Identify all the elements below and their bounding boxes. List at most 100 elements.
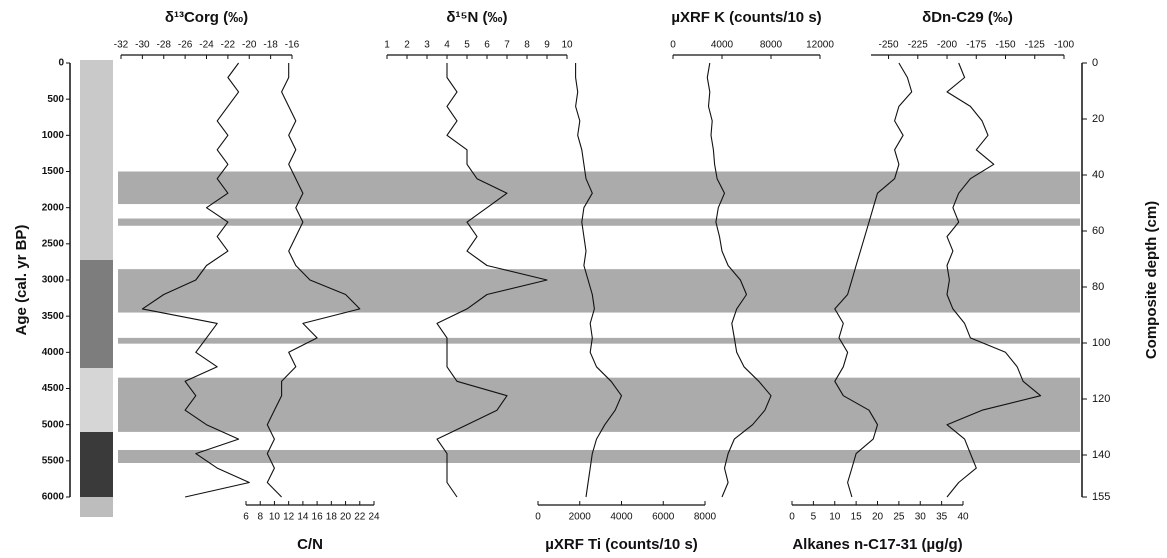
x-tick-label: -225: [908, 40, 928, 51]
x-tick-label: 12000: [806, 40, 834, 51]
x-tick-label: 5: [464, 40, 470, 51]
x-tick-label: 8: [257, 512, 263, 523]
series-line: [575, 63, 623, 498]
x-tick-label: 10: [561, 40, 573, 51]
series-line: [266, 63, 361, 498]
x-tick-label: 12: [283, 512, 295, 523]
x-tick-label: 35: [936, 512, 948, 523]
series-line: [706, 62, 772, 498]
y-tick-label: 0: [58, 58, 64, 69]
lithology-unit: [80, 432, 113, 497]
x-tick-label: -18: [263, 40, 278, 51]
x-tick-label: -30: [135, 40, 150, 51]
x-tick-label: -175: [966, 40, 986, 51]
x-tick-label: -28: [157, 40, 172, 51]
lithology-column: [80, 60, 113, 517]
x-tick-label: 5: [811, 512, 817, 523]
y-tick-label: 1000: [42, 130, 65, 141]
x-tick-label: 14: [297, 512, 309, 523]
x-tick-label: 10: [269, 512, 281, 523]
y-tick-label: 4500: [42, 383, 65, 394]
x-tick-label: 6: [484, 40, 490, 51]
shaded-interval: [118, 269, 1080, 313]
y2-tick-label: 120: [1092, 393, 1110, 405]
x-tick-label: 7: [504, 40, 510, 51]
series-line: [141, 62, 250, 498]
shaded-interval: [118, 377, 1080, 432]
x-tick-label: 18: [326, 512, 338, 523]
x-tick-label: -20: [242, 40, 257, 51]
x-tick-label: 6000: [652, 512, 675, 523]
x-tick-label: 3: [424, 40, 430, 51]
x-tick-label: 10: [829, 512, 841, 523]
x-tick-label: -100: [1054, 40, 1074, 51]
shaded-intervals: [118, 171, 1080, 464]
x-tick-label: 20: [340, 512, 352, 523]
y2-tick-label: 0: [1092, 57, 1098, 69]
x-tick-label: 8000: [694, 512, 717, 523]
x-tick-label: 4000: [610, 512, 633, 523]
series-title: δ¹³Corg (‰): [165, 9, 248, 26]
x-tick-label: -32: [114, 40, 129, 51]
y2-tick-label: 140: [1092, 449, 1110, 461]
x-tick-label: 0: [789, 512, 795, 523]
x-tick-label: -24: [199, 40, 214, 51]
x-tick-label: 4000: [711, 40, 734, 51]
lithology-unit: [80, 368, 113, 432]
shaded-interval: [118, 218, 1080, 226]
x-tick-label: 22: [354, 512, 366, 523]
x-tick-label: -250: [879, 40, 899, 51]
y-tick-label: 3000: [42, 275, 65, 286]
y-tick-label: 6000: [42, 492, 65, 503]
y-tick-label: 1500: [42, 166, 65, 177]
y-axis-title: Age (cal. yr BP): [13, 225, 30, 336]
x-tick-label: -16: [285, 40, 300, 51]
y-tick-label: 2500: [42, 238, 65, 249]
series-title: µXRF K (counts/10 s): [671, 9, 821, 26]
x-tick-label: -200: [937, 40, 957, 51]
x-tick-label: 6: [243, 512, 249, 523]
shaded-interval: [118, 171, 1080, 205]
x-tick-label: 8000: [760, 40, 783, 51]
x-tick-label: 20: [872, 512, 884, 523]
series-title: δDn-C29 (‰): [922, 9, 1013, 26]
x-tick-label: 30: [915, 512, 927, 523]
x-tick-label: -125: [1025, 40, 1045, 51]
x-tick-label: 4: [444, 40, 450, 51]
x-tick-label: 40: [957, 512, 969, 523]
y-tick-label: 2000: [42, 202, 65, 213]
lithology-unit: [80, 497, 113, 517]
series-title: δ¹⁵N (‰): [446, 9, 507, 26]
y2-tick-label: 80: [1092, 281, 1104, 293]
x-tick-label: -26: [178, 40, 193, 51]
y2-tick-label: 100: [1092, 337, 1110, 349]
x-tick-label: -150: [996, 40, 1016, 51]
series-line: [834, 62, 913, 498]
y-tick-label: 5500: [42, 455, 65, 466]
y-tick-label: 500: [47, 94, 64, 105]
series-title: C/N: [297, 536, 323, 553]
series-line: [436, 63, 548, 498]
x-tick-label: 15: [851, 512, 863, 523]
lithology-unit: [80, 260, 113, 368]
y2-tick-label: 60: [1092, 225, 1104, 237]
lithology-unit: [80, 60, 113, 260]
x-tick-label: 9: [544, 40, 550, 51]
y2-tick-label: 20: [1092, 113, 1104, 125]
y-tick-label: 4000: [42, 347, 65, 358]
y2-axis-title: Composite depth (cm): [1143, 201, 1160, 359]
shaded-interval: [118, 449, 1080, 464]
y-tick-label: 3500: [42, 311, 65, 322]
series-title: Alkanes n-C17-31 (µg/g): [792, 536, 962, 553]
x-tick-label: 24: [368, 512, 380, 523]
x-tick-label: 2000: [569, 512, 592, 523]
x-tick-label: 1: [384, 40, 390, 51]
series-title: µXRF Ti (counts/10 s): [545, 536, 698, 553]
series-line: [946, 62, 1042, 498]
x-tick-label: 0: [535, 512, 541, 523]
y2-tick-label: 155: [1092, 491, 1110, 503]
y-tick-label: 5000: [42, 419, 65, 430]
x-tick-label: 0: [670, 40, 676, 51]
shaded-interval: [118, 337, 1080, 344]
